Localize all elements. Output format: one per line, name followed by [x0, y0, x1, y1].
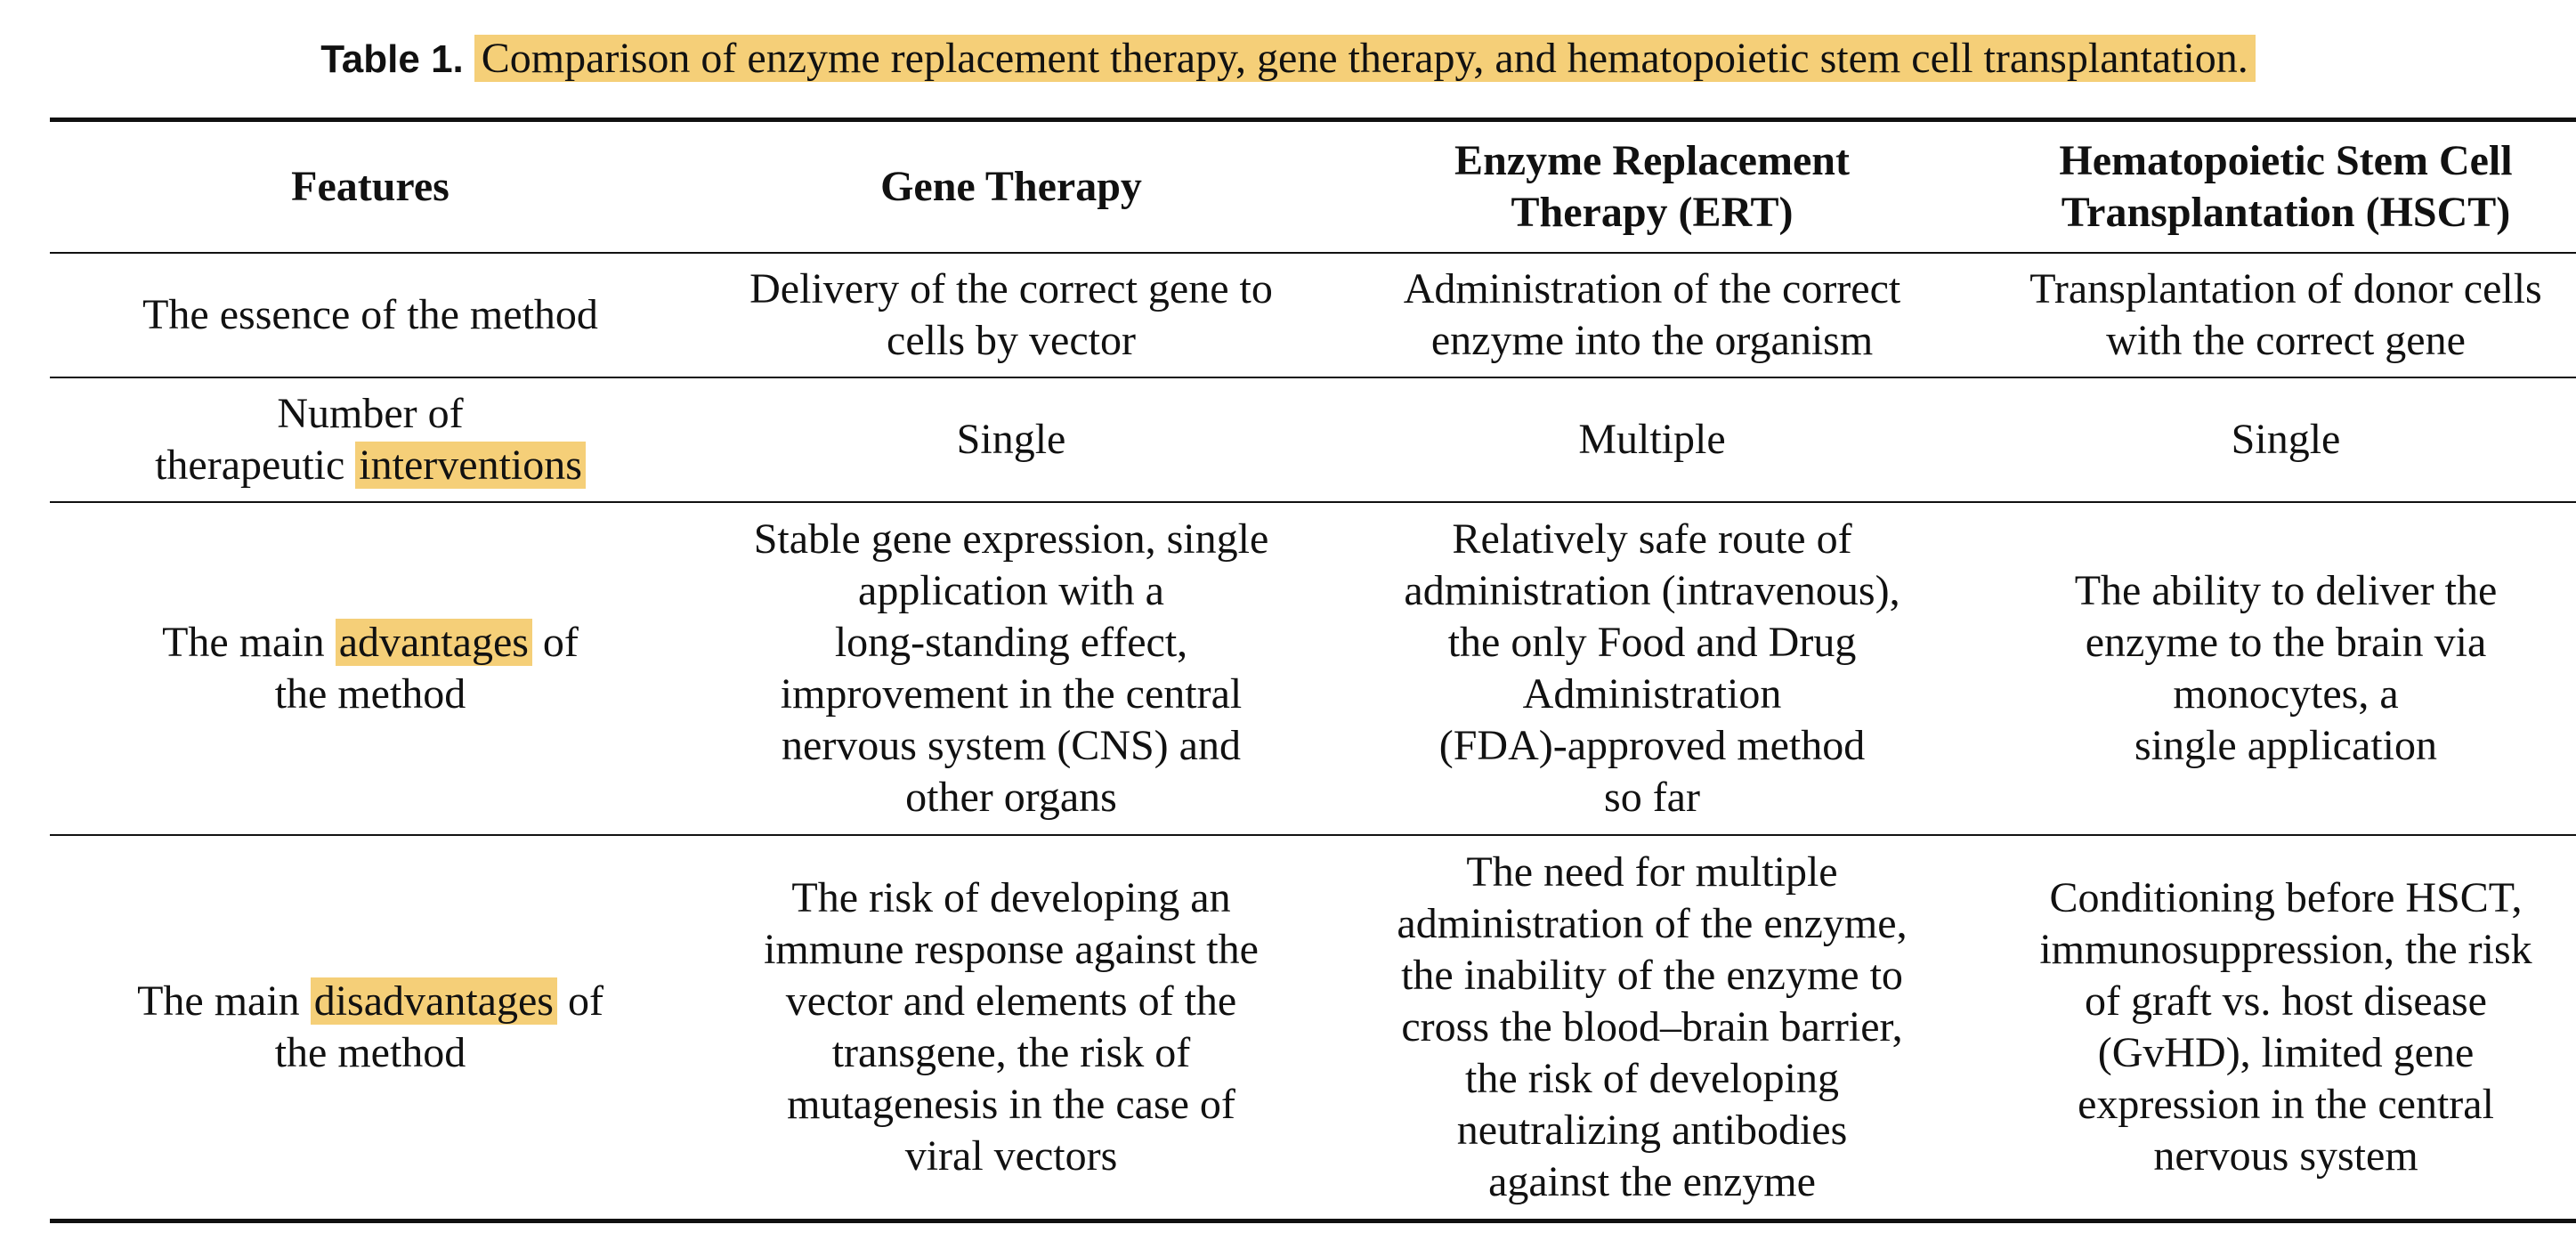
table-caption-text: Comparison of enzyme replacement therapy… — [474, 35, 2256, 82]
cell-feature-interventions: Number of therapeutic interventions — [50, 377, 691, 503]
highlighted-word: advantages — [335, 619, 532, 666]
cell-ert-interventions: Multiple — [1332, 377, 1973, 503]
cell-hsct-essence: Transplantation of donor cells with the … — [1973, 253, 2576, 378]
cell-feature-disadvantages: The main disadvantages of the method — [137, 977, 603, 1076]
cell-ert-advantages: Relatively safe route of administration … — [1332, 502, 1973, 836]
cell-feature-advantages: The main advantages of the method — [50, 502, 691, 836]
table-caption: Table 1. Comparison of enzyme replacemen… — [0, 23, 2576, 95]
cell-feature-essence: The essence of the method — [50, 253, 691, 378]
table-row-interventions: Number of therapeutic interventions Sing… — [50, 377, 2576, 503]
table-caption-label: Table 1. — [320, 37, 464, 81]
cell-hsct-interventions: Single — [1973, 377, 2576, 503]
cell-gene-therapy-disadvantages: The risk of developing an immune respons… — [764, 874, 1259, 1180]
table-row-essence: The essence of the method Delivery of th… — [50, 253, 2576, 378]
cell-gene-therapy-interventions: Single — [691, 377, 1332, 503]
cell-hsct-disadvantages: Conditioning before HSCT, immunosuppress… — [2039, 874, 2532, 1180]
highlighted-word: interventions — [355, 442, 586, 489]
cell-hsct-advantages: The ability to deliver the enzyme to the… — [1973, 502, 2576, 836]
header-gene-therapy: Gene Therapy — [691, 119, 1332, 254]
table-row-advantages: The main advantages of the method Stable… — [50, 502, 2576, 836]
cell-ert-disadvantages: The need for multiple administration of … — [1397, 848, 1908, 1205]
comparison-table: Features Gene Therapy Enzyme Replacement… — [50, 118, 2576, 1223]
table-row-disadvantages: The main disadvantages of the method The… — [50, 835, 2576, 1221]
cell-ert-essence: Administration of the correct enzyme int… — [1332, 253, 1973, 378]
header-hsct: Hematopoietic Stem Cell Transplantation … — [1973, 119, 2576, 254]
header-ert: Enzyme Replacement Therapy (ERT) — [1332, 119, 1973, 254]
highlighted-word: disadvantages — [310, 977, 557, 1025]
cell-gene-therapy-essence: Delivery of the correct gene to cells by… — [691, 253, 1332, 378]
cell-gene-therapy-advantages: Stable gene expression, single applicati… — [691, 502, 1332, 836]
header-features: Features — [50, 119, 691, 254]
table-header-row: Features Gene Therapy Enzyme Replacement… — [50, 119, 2576, 254]
